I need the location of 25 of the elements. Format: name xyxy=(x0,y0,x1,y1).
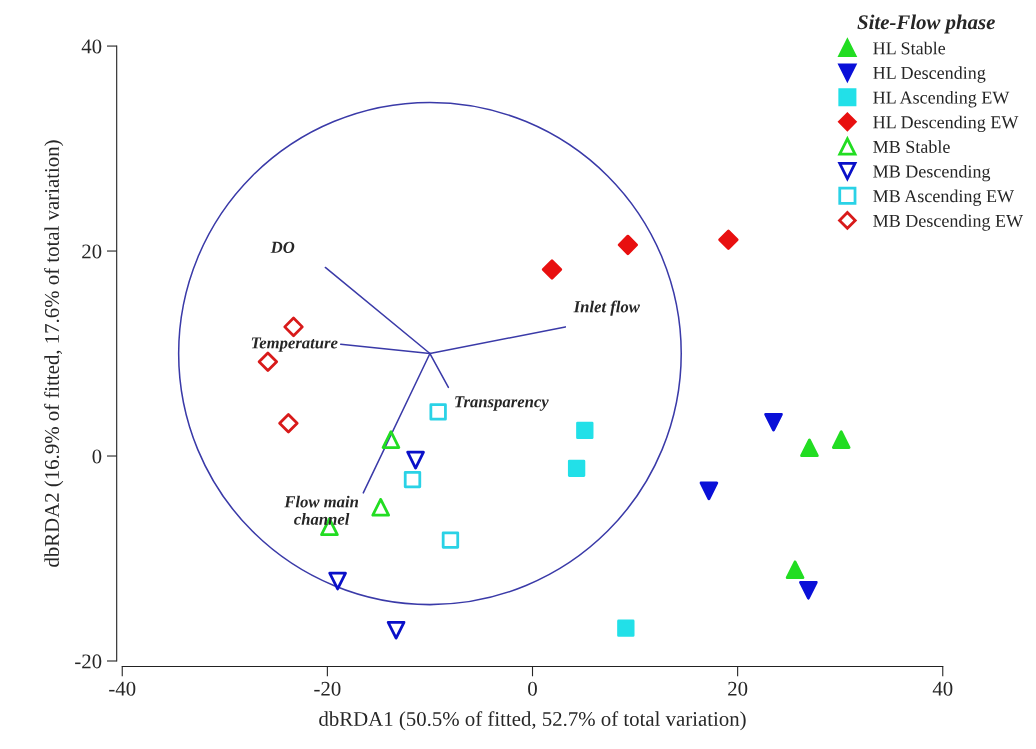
x-axis-title: dbRDA1 (50.5% of fitted, 52.7% of total variation) xyxy=(319,711,746,731)
x-tick-label: -40 xyxy=(109,681,136,696)
y-axis-title: dbRDA2 (16.9% of fitted, 17.6% of total variation) xyxy=(44,140,64,567)
annotation: Flow main channel xyxy=(284,495,359,525)
y-tick-label: -20 xyxy=(75,654,102,669)
annotation: Transparency xyxy=(455,396,549,411)
annotation: Temperature xyxy=(251,337,338,352)
x-tick-label: 40 xyxy=(932,681,953,696)
legend-label: HL Stable xyxy=(873,41,946,55)
annotation: DO xyxy=(270,241,295,253)
y-tick-label: 40 xyxy=(81,39,102,54)
legend-label: MB Ascending EW xyxy=(873,189,1015,206)
legend-label: MB Descending xyxy=(873,164,991,182)
legend-label: HL Descending xyxy=(873,66,986,83)
x-tick-label: -20 xyxy=(314,681,341,696)
y-tick-label: 20 xyxy=(82,244,102,259)
legend-label: MB Stable xyxy=(873,140,950,153)
x-tick-label: 20 xyxy=(728,681,748,696)
legend-label: MB Descending EW xyxy=(873,214,1024,231)
legend-title: Site-Flow phase xyxy=(857,14,995,34)
annotation: Inlet flow xyxy=(573,300,640,316)
y-tick-label: 0 xyxy=(92,449,102,464)
legend-label: HL Ascending EW xyxy=(873,90,1010,108)
x-tick-label: 0 xyxy=(528,681,537,696)
legend-label: HL Descending EW xyxy=(873,115,1019,133)
